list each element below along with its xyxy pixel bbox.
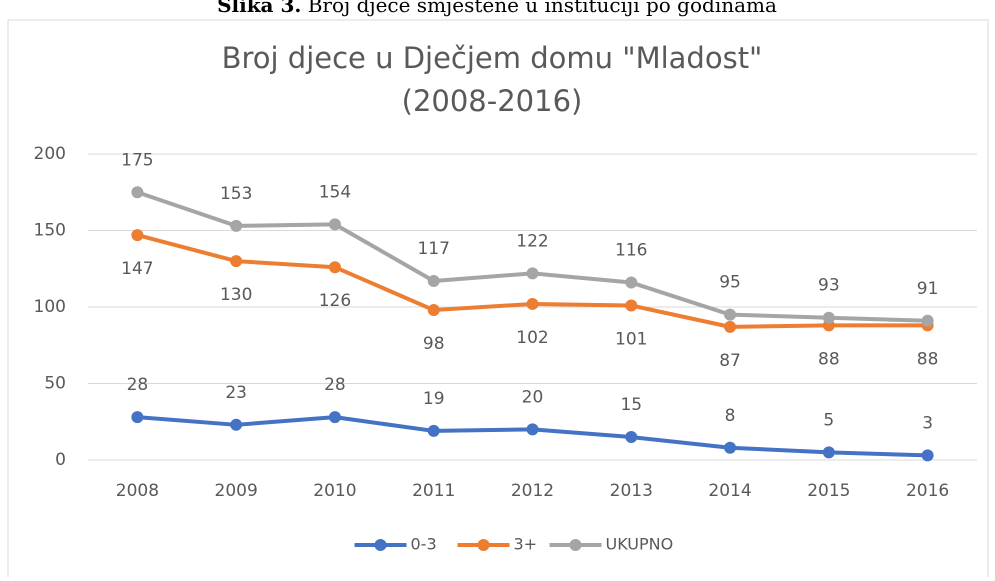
data-label: 93 — [818, 276, 840, 296]
legend-marker — [374, 539, 387, 551]
point — [328, 218, 341, 231]
data-label: 5 — [823, 410, 834, 430]
point — [526, 423, 539, 436]
chart-title: Broj djece u Dječjem domu "Mladost" — [222, 41, 763, 75]
point — [625, 431, 638, 444]
x-tick-label: 2016 — [906, 481, 949, 501]
point — [328, 261, 341, 274]
data-label: 98 — [423, 334, 445, 354]
x-tick-label: 2015 — [807, 481, 850, 501]
caption-label: Slika 3. — [217, 0, 301, 17]
point — [724, 308, 737, 321]
data-label: 19 — [423, 389, 445, 409]
data-label: 122 — [516, 231, 548, 251]
data-label: 153 — [220, 184, 252, 204]
data-label: 154 — [319, 182, 351, 202]
point — [724, 320, 737, 333]
data-label: 8 — [725, 406, 736, 426]
y-tick-label: 150 — [34, 221, 66, 241]
y-tick-label: 0 — [55, 450, 66, 470]
data-label: 87 — [719, 351, 741, 371]
point — [230, 255, 243, 268]
point — [328, 411, 341, 424]
data-label: 23 — [225, 383, 247, 403]
point — [230, 219, 243, 232]
data-label: 175 — [121, 150, 153, 170]
data-label: 88 — [917, 349, 939, 369]
point — [427, 424, 440, 437]
point — [724, 441, 737, 454]
point — [526, 297, 539, 310]
x-tick-label: 2011 — [412, 481, 455, 501]
point — [526, 267, 539, 280]
y-tick-label: 100 — [34, 297, 66, 317]
data-label: 20 — [522, 387, 544, 407]
point — [822, 311, 835, 324]
data-label: 130 — [220, 285, 252, 305]
x-tick-label: 2014 — [708, 481, 751, 501]
point — [230, 418, 243, 431]
legend-label: 0-3 — [411, 535, 437, 554]
data-label: 91 — [917, 279, 939, 299]
point — [427, 274, 440, 287]
x-tick-label: 2012 — [511, 481, 554, 501]
y-tick-label: 200 — [34, 144, 66, 164]
caption: Slika 3. Broj djece smještene u instituc… — [217, 0, 777, 17]
x-tick-label: 2009 — [215, 481, 258, 501]
data-label: 15 — [620, 395, 642, 415]
data-label: 28 — [324, 375, 346, 395]
point — [131, 411, 144, 424]
point — [625, 276, 638, 289]
x-tick-label: 2010 — [313, 481, 356, 501]
data-label: 88 — [818, 349, 840, 369]
data-label: 3 — [922, 413, 933, 433]
chart-title: (2008-2016) — [402, 84, 583, 118]
point — [427, 304, 440, 317]
legend-marker — [477, 539, 490, 551]
data-label: 101 — [615, 329, 647, 349]
data-label: 147 — [121, 259, 153, 279]
legend-label: UKUPNO — [606, 535, 674, 554]
chart-frame — [7, 19, 989, 581]
data-label: 116 — [615, 241, 647, 261]
data-label: 117 — [417, 239, 449, 259]
legend-marker — [569, 539, 582, 551]
point — [822, 446, 835, 459]
data-label: 95 — [719, 273, 741, 293]
x-tick-label: 2013 — [610, 481, 653, 501]
data-label: 102 — [516, 328, 548, 348]
point — [131, 229, 144, 242]
point — [625, 299, 638, 312]
point — [131, 186, 144, 199]
legend-label: 3+ — [514, 535, 538, 554]
caption-text: Broj djece smještene u instituciji po go… — [308, 0, 777, 17]
x-tick-label: 2008 — [116, 481, 159, 501]
point — [921, 449, 934, 462]
y-tick-label: 50 — [44, 374, 66, 394]
data-label: 126 — [319, 291, 351, 311]
data-label: 28 — [127, 375, 149, 395]
point — [921, 314, 934, 327]
